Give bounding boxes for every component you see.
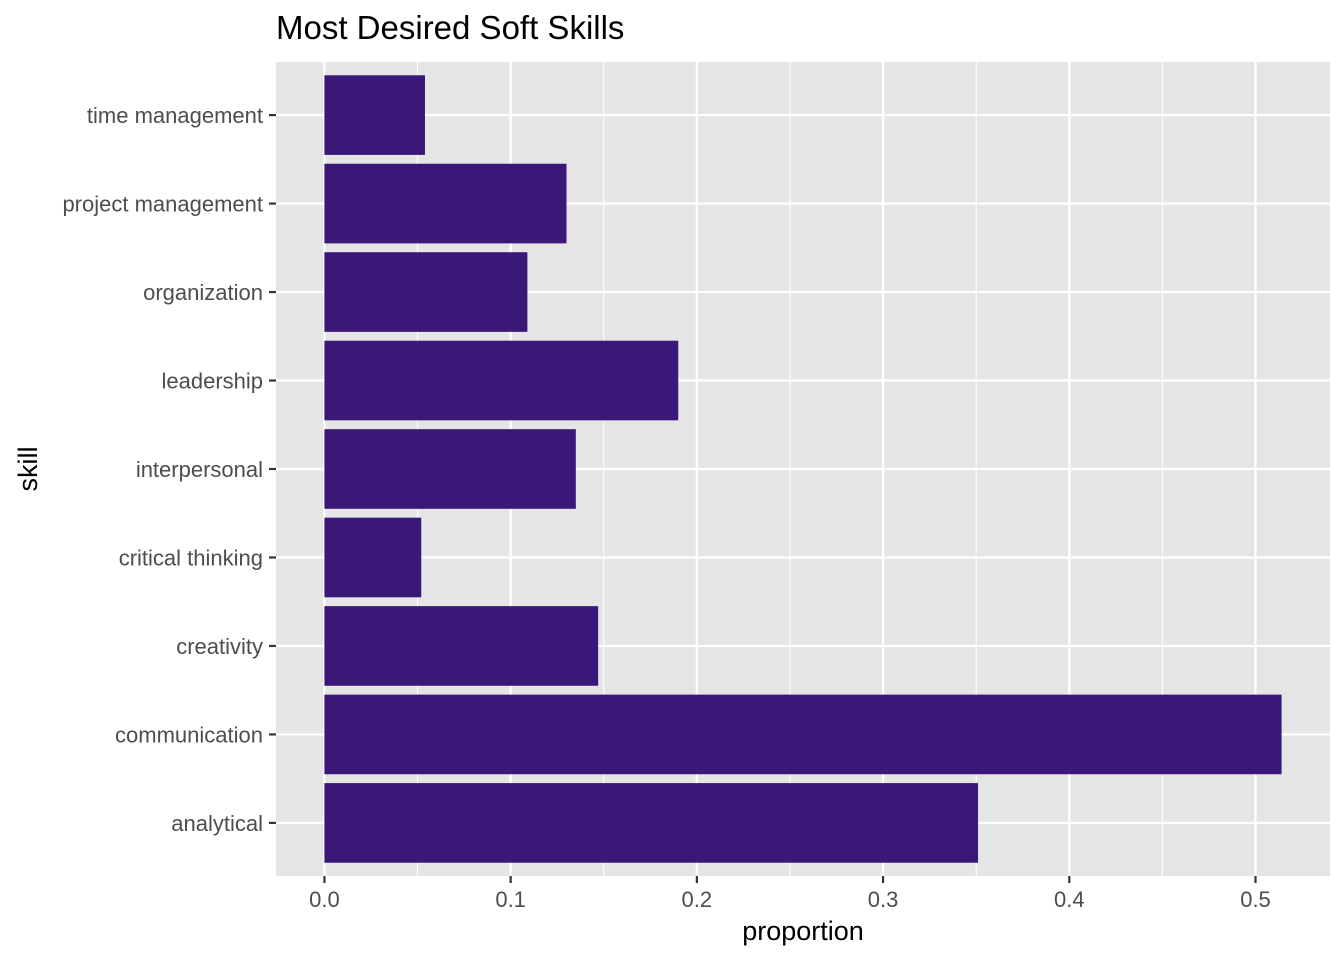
x-tick-label: 0.4	[1054, 887, 1085, 912]
bars	[324, 75, 1282, 863]
bar-analytical	[324, 783, 979, 863]
y-tick-label: analytical	[171, 811, 263, 836]
x-tick-label: 0.0	[309, 887, 340, 912]
bar-organization	[324, 252, 528, 332]
y-tick-label: organization	[143, 280, 263, 305]
x-tick-label: 0.1	[495, 887, 526, 912]
bar-creativity	[324, 606, 599, 686]
y-tick-label: critical thinking	[119, 545, 263, 570]
x-tick-label: 0.5	[1240, 887, 1271, 912]
y-tick-label: interpersonal	[136, 457, 263, 482]
y-axis-title: skill	[13, 447, 43, 492]
bar-leadership	[324, 340, 679, 421]
x-tick-label: 0.2	[682, 887, 713, 912]
x-tick-label: 0.3	[868, 887, 899, 912]
bar-time-management	[324, 75, 425, 155]
y-tick-label: communication	[115, 722, 263, 747]
y-tick-label: time management	[87, 103, 263, 128]
chart-title: Most Desired Soft Skills	[276, 9, 624, 46]
y-tick-label: leadership	[161, 369, 263, 394]
x-axis-title: proportion	[742, 916, 864, 946]
bar-communication	[324, 694, 1282, 775]
bar-interpersonal	[324, 429, 576, 509]
y-axis: analytical communication creativity critica…	[62, 103, 276, 836]
y-tick-label: creativity	[176, 634, 263, 659]
y-tick-label: project management	[62, 192, 263, 217]
bar-critical-thinking	[324, 517, 422, 598]
x-axis: 0.0 0.1 0.2 0.3 0.4 0.5	[309, 876, 1271, 912]
bar-project-management	[324, 163, 567, 244]
